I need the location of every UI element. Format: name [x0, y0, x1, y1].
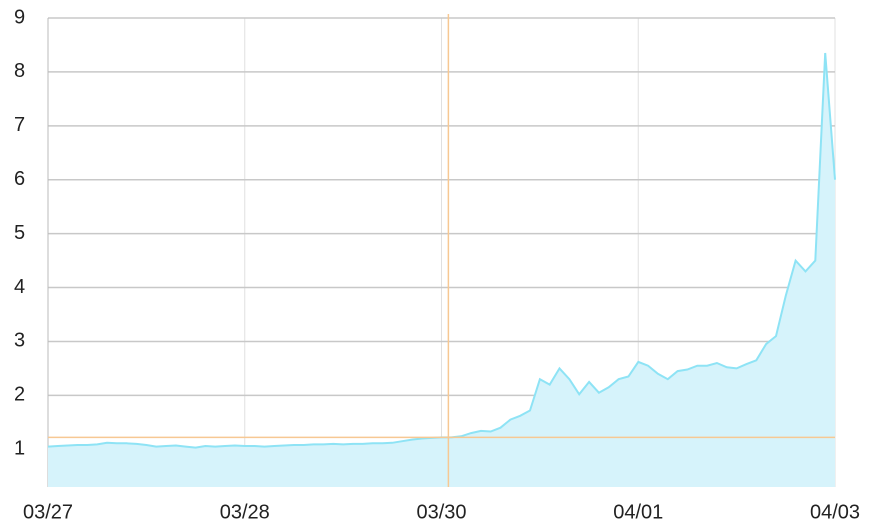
- area: [48, 53, 835, 487]
- y-tick-label: 6: [14, 168, 25, 190]
- x-tick-label: 03/28: [220, 501, 270, 523]
- x-tick-label: 03/27: [23, 501, 73, 523]
- x-tick-label: 03/30: [416, 501, 466, 523]
- x-tick-label: 04/01: [613, 501, 663, 523]
- y-tick-label: 1: [14, 438, 25, 460]
- y-tick-label: 4: [14, 276, 25, 298]
- y-tick-label: 2: [14, 384, 25, 406]
- y-tick-label: 7: [14, 114, 25, 136]
- y-tick-label: 3: [14, 330, 25, 352]
- y-tick-label: 9: [14, 6, 25, 28]
- x-tick-label: 04/03: [810, 501, 860, 523]
- y-tick-label: 5: [14, 222, 25, 244]
- y-tick-label: 8: [14, 60, 25, 82]
